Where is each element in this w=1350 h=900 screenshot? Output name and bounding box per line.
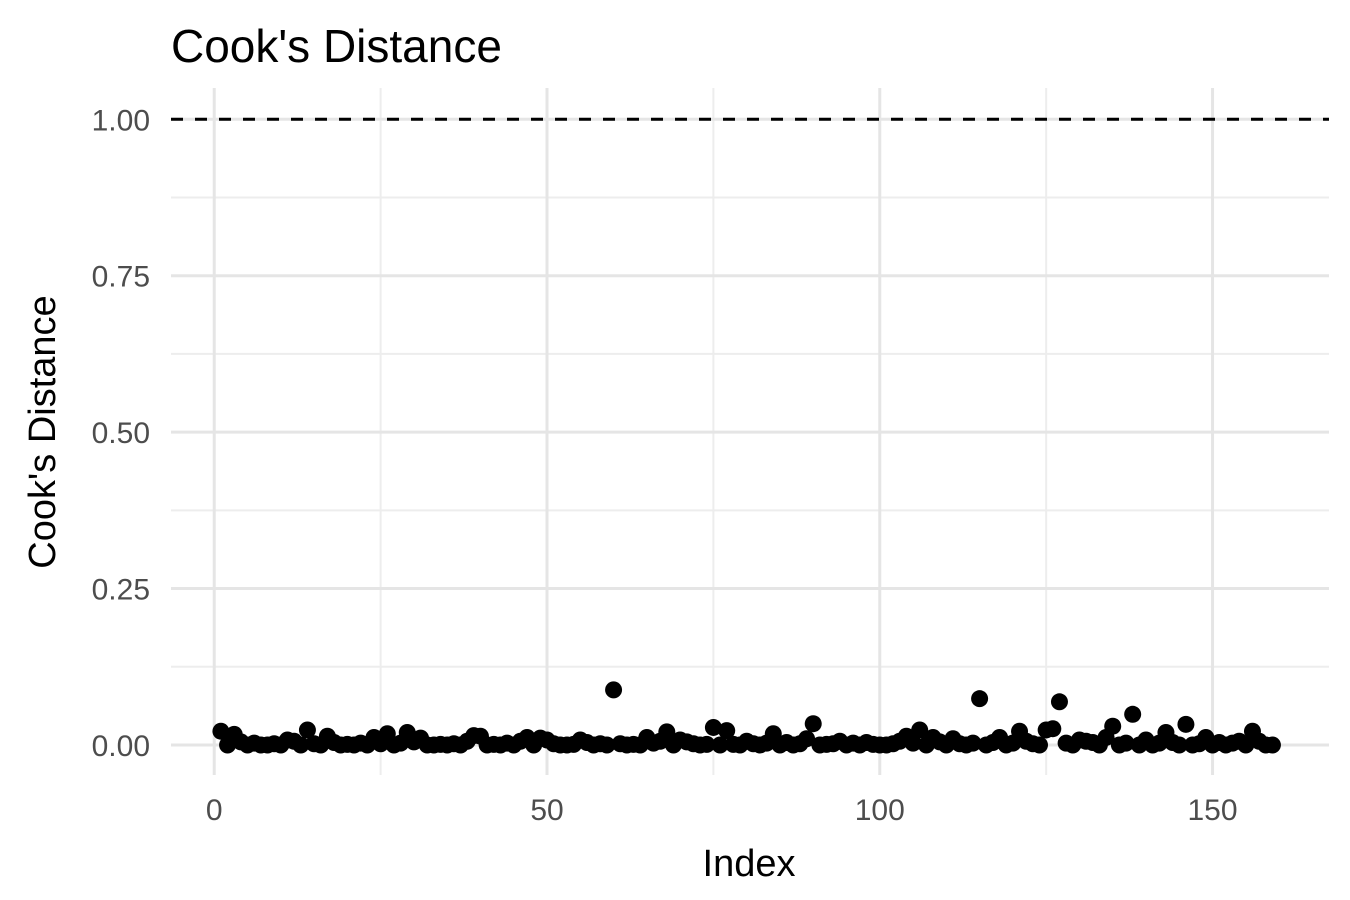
y-axis-tick-labels: 0.00 0.25 0.50 0.75 1.00 (92, 104, 150, 763)
data-point (698, 735, 716, 753)
data-point (605, 681, 623, 699)
data-point (964, 734, 982, 752)
data-point (298, 721, 316, 739)
data-point (718, 722, 736, 740)
data-point (1117, 734, 1135, 752)
data-point (1170, 736, 1188, 754)
data-point (1177, 715, 1195, 733)
data-point (292, 736, 310, 754)
x-axis-title: Index (703, 843, 796, 885)
y-tick-label: 0.00 (92, 730, 150, 763)
chart-title: Cook's Distance (171, 20, 502, 72)
data-point (1104, 717, 1122, 735)
data-point (711, 736, 729, 754)
data-point (1044, 720, 1062, 738)
data-point (911, 721, 929, 739)
data-point (658, 723, 676, 741)
y-tick-label: 0.50 (92, 417, 150, 450)
data-points (212, 681, 1281, 754)
data-point (904, 734, 922, 752)
y-tick-label: 0.75 (92, 261, 150, 294)
data-point (1031, 736, 1048, 754)
y-axis-title: Cook's Distance (22, 295, 64, 568)
data-point (804, 715, 822, 733)
x-tick-label: 50 (530, 794, 563, 827)
data-point (1124, 705, 1142, 723)
major-grid (171, 88, 1329, 775)
y-tick-label: 1.00 (92, 104, 150, 137)
data-point (212, 722, 230, 740)
data-point (798, 730, 816, 748)
data-point (971, 690, 989, 708)
data-point (1050, 693, 1068, 711)
x-tick-label: 150 (1188, 794, 1238, 827)
x-tick-label: 100 (855, 794, 905, 827)
data-point (598, 736, 616, 754)
data-point (1237, 736, 1255, 754)
y-tick-label: 0.25 (92, 574, 150, 607)
x-axis-tick-labels: 0 50 100 150 (206, 794, 1238, 827)
data-point (704, 718, 722, 736)
x-tick-label: 0 (206, 794, 223, 827)
data-point (1263, 736, 1281, 754)
